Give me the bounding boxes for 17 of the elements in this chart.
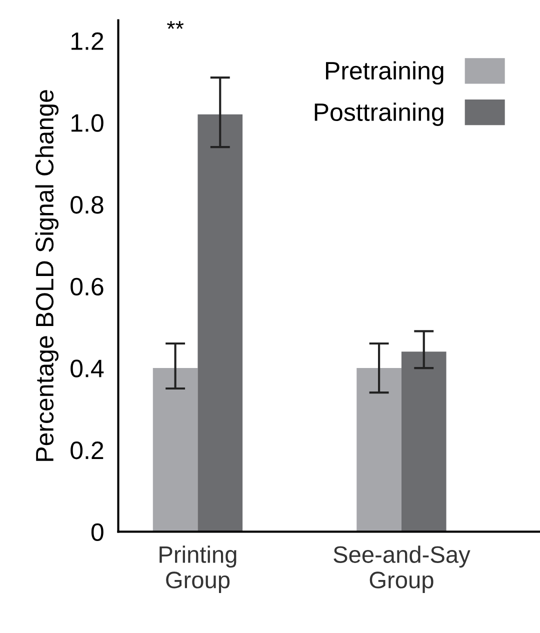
y-tick-label: 1.2	[72, 32, 104, 50]
x-tick-label: Printing Group	[160, 546, 236, 594]
bar	[401, 352, 446, 532]
y-axis-title: Percentage BOLD Signal Change	[35, 90, 59, 461]
bar	[198, 114, 243, 532]
y-tick-label: 1.0	[72, 114, 104, 132]
legend-label: Pretraining	[326, 61, 444, 85]
y-tick-label: 0.8	[70, 196, 104, 214]
y-tick-label: 0	[91, 523, 104, 542]
legend-label: Posttraining	[314, 102, 444, 126]
y-tick-label: 0.2	[70, 441, 104, 460]
y-tick-label: 0.4	[70, 360, 104, 378]
bar	[356, 368, 402, 532]
bar	[152, 368, 198, 532]
y-tick-label: 0.6	[70, 278, 104, 296]
x-tick-label: See-and-Say Group	[334, 546, 470, 594]
annotation: **	[167, 21, 184, 29]
